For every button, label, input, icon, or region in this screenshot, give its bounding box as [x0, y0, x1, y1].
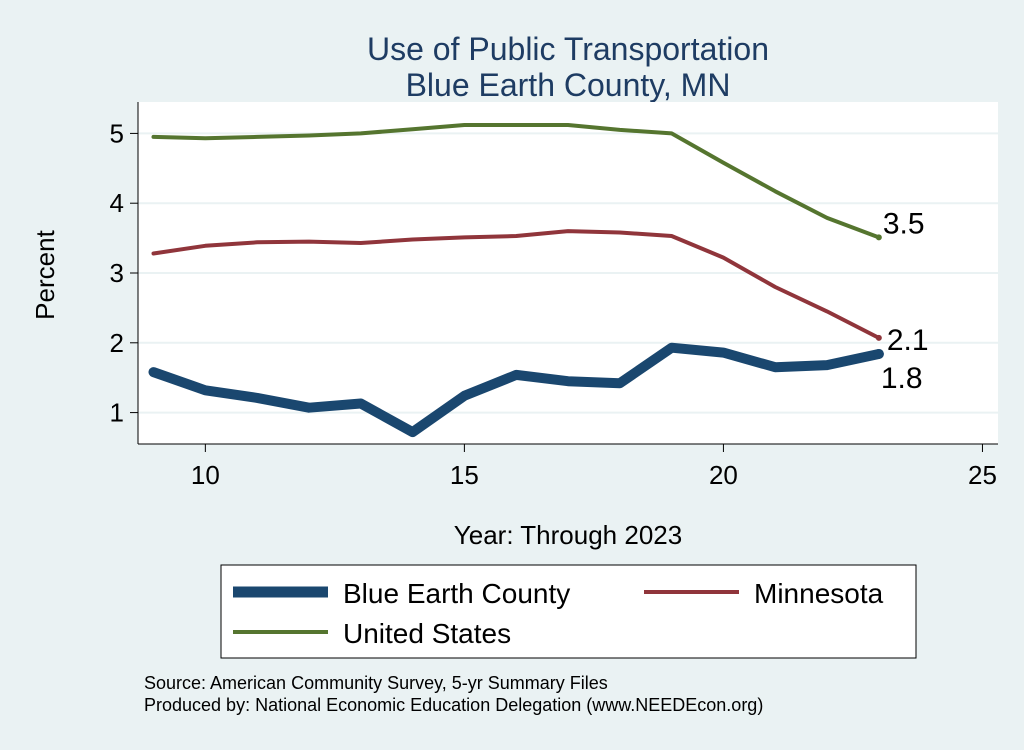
legend: Blue Earth County Minnesota United State… — [220, 564, 917, 659]
x-tick-label: 15 — [450, 460, 479, 490]
series-line-minnesota — [151, 229, 881, 340]
source-note: Source: American Community Survey, 5-yr … — [144, 673, 608, 693]
end-label-united-states: 3.5 — [883, 207, 925, 240]
producer-note: Produced by: National Economic Education… — [144, 695, 763, 715]
end-marker — [875, 234, 882, 241]
chart-subtitle: Blue Earth County, MN — [406, 67, 731, 103]
end-labels: 1.8 2.1 3.5 — [881, 207, 929, 395]
y-tick-label: 5 — [110, 118, 124, 148]
series-line-united-states — [151, 123, 881, 240]
x-axis-title: Year: Through 2023 — [454, 520, 682, 550]
y-tick-label: 3 — [110, 258, 124, 288]
x-tick-label: 20 — [709, 460, 738, 490]
x-tick-label: 10 — [191, 460, 220, 490]
axes: 1 2 3 4 5 10 15 20 25 — [110, 102, 998, 490]
end-label-minnesota: 2.1 — [887, 324, 929, 357]
end-marker — [873, 348, 884, 359]
legend-box — [220, 564, 917, 659]
legend-label-minnesota: Minnesota — [754, 578, 884, 609]
gridlines — [138, 132, 998, 414]
y-tick-label: 1 — [110, 398, 124, 428]
end-marker — [875, 334, 882, 341]
legend-label-blue-earth: Blue Earth County — [343, 578, 570, 609]
chart-title: Use of Public Transportation — [367, 31, 769, 67]
x-tick-label: 25 — [968, 460, 997, 490]
y-tick-label: 4 — [110, 188, 124, 218]
series-line-blue-earth — [148, 342, 884, 438]
y-axis-title: Percent — [30, 229, 60, 319]
end-label-blue-earth: 1.8 — [881, 362, 923, 395]
series-lines — [148, 123, 884, 438]
legend-label-united-states: United States — [343, 618, 511, 649]
y-tick-label: 2 — [110, 328, 124, 358]
